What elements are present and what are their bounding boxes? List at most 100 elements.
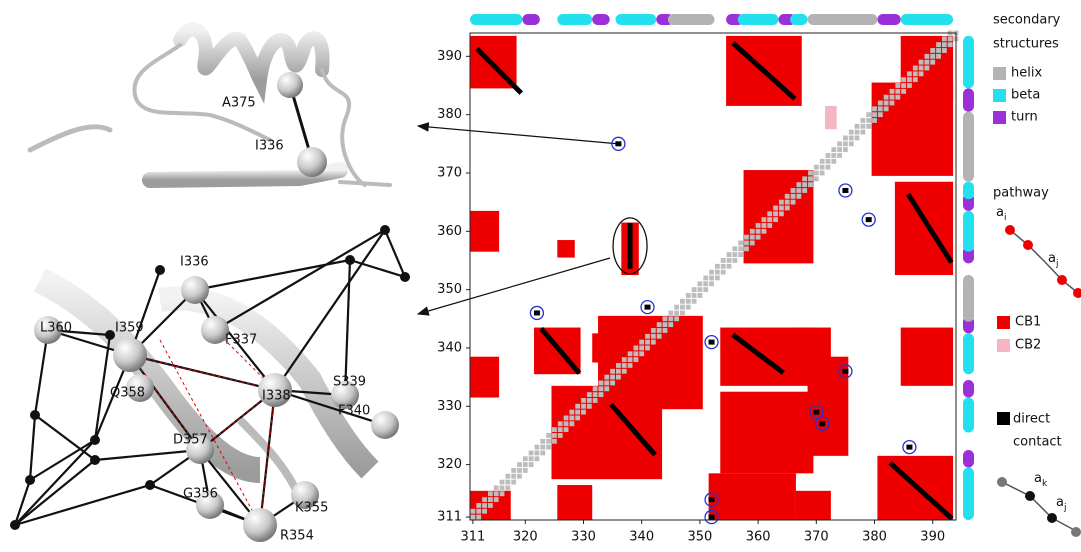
diagonal-cell [843,135,848,141]
diagonal-cell [808,170,813,176]
residue-sphere [34,316,62,344]
ss-right [963,333,974,375]
diagonal-cell [697,281,703,287]
diagonal-cell [534,444,540,450]
diagonal-cell [703,275,709,281]
circled-contact [813,409,820,415]
label-sub: i [1004,213,1007,223]
diagonal-cell [854,129,860,135]
diagonal-cell [604,374,610,380]
diagonal-cell [755,223,761,228]
diagonal-cell [848,129,854,135]
diagonal-cell [895,94,901,100]
contact-circle [902,439,917,455]
residue-label: R354 [280,529,314,544]
contact-circle [704,509,719,525]
diagonal-cell [499,485,505,491]
diagonal-cell [941,48,947,53]
diagonal-cell [930,48,936,53]
diagonal-cell [610,374,616,380]
diagonal-cell [534,450,540,456]
diagonal-cell [738,252,744,258]
diagonal-cell [528,462,534,468]
ss-top [522,14,540,25]
circled-contact [708,339,715,345]
diagonal-cell [546,438,551,444]
ss-top [790,14,808,25]
circled-contact [708,497,715,503]
diagonal-cell [837,147,843,153]
pathway-node [90,435,100,445]
diagonal-cell [941,36,947,42]
ss-top [877,14,901,25]
pathway-edge [93,334,112,441]
diagonal-cell [767,211,773,217]
pathway-node [1057,275,1067,285]
diagonal-cell [522,468,528,473]
diagonal-cell [866,112,872,118]
direct-contact [905,192,954,264]
cb1-region [470,210,500,252]
diagonal-cell [662,328,668,333]
diagonal-cell [697,293,703,298]
diagonal-cell [843,147,848,153]
label-sub: j [1055,259,1059,269]
diagonal-cell [866,118,872,123]
contact-circle [838,364,853,379]
pathway-node [1023,240,1033,250]
pathway-node [380,225,390,235]
contact-circle [809,404,824,420]
diagonal-cell [621,368,627,374]
diagonal-cell [883,106,889,112]
diagonal-cell [819,158,825,164]
diagonal-cell [883,94,889,100]
diagonal-cell [889,94,895,100]
direct-contact [609,402,657,457]
diagonal-cell [633,345,639,351]
x-tick-label: 370 [804,530,829,545]
diagonal-cell [645,345,650,351]
diagonal-cell [714,269,720,275]
diagonal-cell [581,398,586,403]
diagonal-cell [790,199,796,205]
diagonal-cell [487,491,493,497]
pathway-edge [34,414,96,461]
diagonal-cell [802,182,808,188]
residue-label: D357 [173,433,208,448]
diagonal-cell [581,409,586,415]
legend-label: beta [1011,88,1040,103]
diagonal-cell [709,281,714,287]
diagonal-cell [930,59,936,65]
cb1-region [900,327,954,386]
diagonal-cell [575,403,581,409]
y-tick-label: 340 [437,340,462,355]
residue-label: K355 [295,501,328,516]
circled-contact [644,304,651,310]
diagonal-cell [883,100,889,106]
diagonal-cell [907,83,912,88]
x-tick-label: 350 [687,530,712,545]
x-tick-label: 340 [629,530,654,545]
y-tick-label: 390 [437,49,462,64]
diagonal-cell [837,141,843,147]
diagonal-cell [668,310,674,316]
diagonal-cell [703,281,709,287]
residue-label: I359 [115,321,144,336]
ss-right [963,88,974,112]
residue-sphere [113,338,147,372]
diagonal-cell [912,65,918,71]
diagonal-cell [487,503,493,508]
pathway-label: ai [996,205,1006,223]
diagonal-cell [650,339,656,345]
legend-title: pathway [993,186,1049,201]
pathway-node [30,410,40,420]
legend-swatch [993,111,1006,124]
diagonal-cell [802,188,808,193]
contact-circle [861,212,876,227]
diagonal-cell [511,479,517,485]
diagonal-cell [493,497,499,503]
diagonal-cell [872,118,877,123]
contact-circle [704,334,719,350]
diagonal-cell [546,433,551,438]
residue-label: A375 [222,96,256,111]
